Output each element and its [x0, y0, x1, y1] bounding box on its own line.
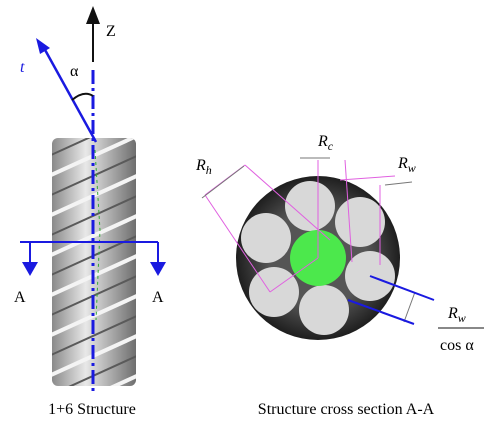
section-line — [20, 241, 159, 262]
radius-label: Rh — [195, 157, 212, 177]
section-label: A — [152, 289, 164, 306]
caption: 1+6 Structure — [48, 401, 136, 418]
projection-line — [347, 299, 415, 325]
strand — [52, 138, 136, 386]
projection-line — [369, 275, 435, 301]
radius-label: Rc — [317, 133, 334, 153]
fraction-denominator: cos α — [440, 337, 474, 354]
caption: Structure cross section A-A — [258, 401, 435, 418]
section-head — [22, 262, 38, 276]
z-label: Z — [106, 23, 116, 40]
dimension-arrows — [201, 157, 416, 323]
angle-arc — [71, 92, 94, 101]
z-head — [86, 6, 100, 24]
dimension-lines — [204, 159, 396, 293]
angle-label: α — [70, 63, 79, 80]
section-label: A — [14, 289, 26, 306]
t-head — [36, 38, 50, 54]
fraction-numerator: Rw — [447, 305, 466, 325]
radius-label: Rw — [397, 155, 416, 175]
section-head — [150, 262, 166, 276]
t-label: t — [20, 59, 25, 76]
t-arrow — [42, 47, 98, 143]
